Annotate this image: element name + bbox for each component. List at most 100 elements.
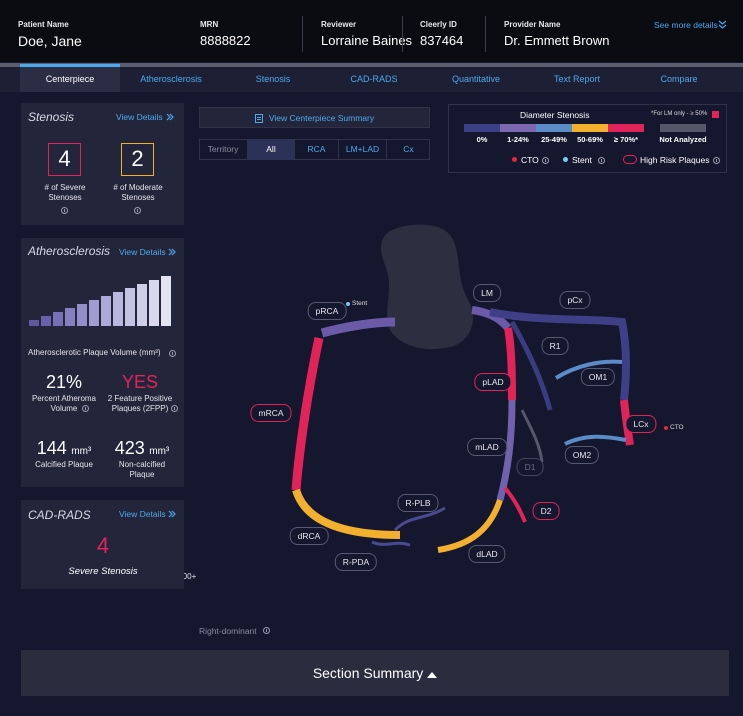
cto-dot [512, 157, 517, 162]
summary-button[interactable]: View Centerpiece Summary [199, 107, 430, 128]
panel-title: Stenosis [28, 110, 75, 124]
segment-label: OM1 [580, 368, 616, 386]
grade-label: 0% [476, 135, 488, 144]
tab[interactable]: Atherosclerosis [140, 74, 202, 84]
section-summary-bar[interactable]: Section Summary [21, 650, 729, 696]
header [0, 0, 743, 62]
atherosclerosis-panel: Atherosclerosis View Details 02004008001… [21, 238, 196, 581]
calcified-value: 144 [36, 438, 67, 458]
tab[interactable]: Compare [660, 74, 698, 84]
note-swatch [712, 111, 719, 118]
info-icon [169, 350, 176, 357]
high-risk-swatch [623, 155, 637, 164]
info-icon [713, 157, 720, 164]
view-details-link[interactable]: View Details [119, 247, 166, 257]
tab[interactable]: CAD-RADS [350, 74, 398, 84]
info-icon [82, 405, 89, 412]
header-value: Doe, Jane [18, 33, 82, 49]
tab[interactable]: Quantitative [451, 74, 501, 84]
segment-label: mRCA [250, 404, 292, 422]
header-value: Lorraine Baines [321, 33, 413, 48]
see-more-link[interactable]: See more details [654, 20, 718, 30]
vessel [564, 434, 627, 446]
tab-rule [0, 63, 743, 67]
stent-marker [346, 302, 350, 306]
scale-tick-label: 2400+ [173, 572, 197, 581]
vessel [393, 506, 446, 532]
grade-label: 50-69% [577, 135, 603, 144]
header-label: Provider Name [504, 20, 561, 29]
divider [302, 16, 303, 52]
tab[interactable]: Centerpiece [45, 74, 95, 84]
segment-label: R-PLB [397, 494, 439, 512]
vessel [489, 308, 630, 401]
divider [402, 16, 403, 52]
vessel [504, 327, 516, 401]
unit: mm³ [149, 446, 170, 457]
header-label: Patient Name [18, 20, 69, 29]
info-icon [598, 157, 605, 164]
segment-label: OM2 [564, 446, 600, 464]
grade-swatch [464, 124, 500, 132]
legend-box [448, 104, 727, 173]
legend-note: *For LM only - ≥ 50% [651, 111, 708, 117]
segment-label: R-PDA [334, 553, 378, 571]
vessel [291, 337, 324, 491]
not-analyzed-swatch [660, 124, 706, 132]
segment-label: D2 [532, 502, 560, 520]
panel-title: CAD-RADS [28, 508, 91, 522]
segment-label: pCx [559, 291, 591, 309]
not-analyzed-label: Not Analyzed [659, 135, 707, 144]
cto-text: CTO [670, 424, 684, 431]
legend-high-risk: High Risk Plaques [640, 155, 710, 165]
view-details-link[interactable]: View Details [119, 509, 166, 519]
tab-bar [0, 67, 743, 92]
noncalcified-value: 423 [114, 438, 145, 458]
vessel [554, 359, 623, 380]
cad-rads-panel: CAD-RADS View Details 4 Severe Stenosis [21, 500, 184, 589]
vessel [371, 540, 411, 547]
tab[interactable]: Stenosis [255, 74, 291, 84]
tab[interactable]: Text Report [553, 74, 601, 84]
severe-label: # of Severe Stenoses [44, 183, 86, 202]
vessel [509, 320, 553, 411]
segment-label: pRCA [307, 302, 347, 320]
moderate-count: 2 [121, 143, 154, 176]
header-label: Reviewer [321, 20, 357, 29]
cad-rads-label: Severe Stenosis [68, 566, 138, 577]
dominance: Right-dominant [199, 626, 257, 636]
vessel [496, 399, 516, 501]
coronary-diagram [291, 224, 668, 553]
territory-option[interactable]: RCA [294, 139, 338, 160]
segment-label: dRCA [289, 527, 329, 545]
grade-swatch [500, 124, 536, 132]
legend-title: Diameter Stenosis [520, 110, 590, 120]
territory-option[interactable]: All [247, 139, 294, 160]
header-value: Dr. Emmett Brown [504, 33, 610, 48]
grade-swatch [572, 124, 608, 132]
grade-swatch [536, 124, 572, 132]
territory-option[interactable]: Cx [386, 139, 430, 160]
legend-cto: CTO [521, 155, 539, 165]
info-icon [263, 627, 270, 634]
doc-icon [254, 114, 263, 124]
header-label: Cleerly ID [420, 20, 457, 29]
chevron-icon [168, 510, 176, 518]
grade-label: 25-49% [541, 135, 567, 144]
vessel [320, 317, 396, 338]
fpp-label: 2 Feature Positive Plaques (2FPP) [107, 394, 173, 413]
grade-swatch [608, 124, 644, 132]
territory-option[interactable]: LM+LAD [338, 139, 386, 160]
territory-group [199, 139, 430, 160]
chevron-icon [168, 248, 176, 256]
segment-label: mLAD [467, 438, 507, 456]
caret-icon [427, 672, 438, 678]
territory-label: Territory [207, 144, 239, 154]
view-details-link[interactable]: View Details [116, 112, 163, 122]
grade-label: 1-24% [507, 135, 529, 144]
header-value: 837464 [420, 33, 464, 48]
segment-label: LCx [625, 415, 657, 433]
divider [485, 16, 486, 52]
stent-dot [563, 157, 568, 162]
